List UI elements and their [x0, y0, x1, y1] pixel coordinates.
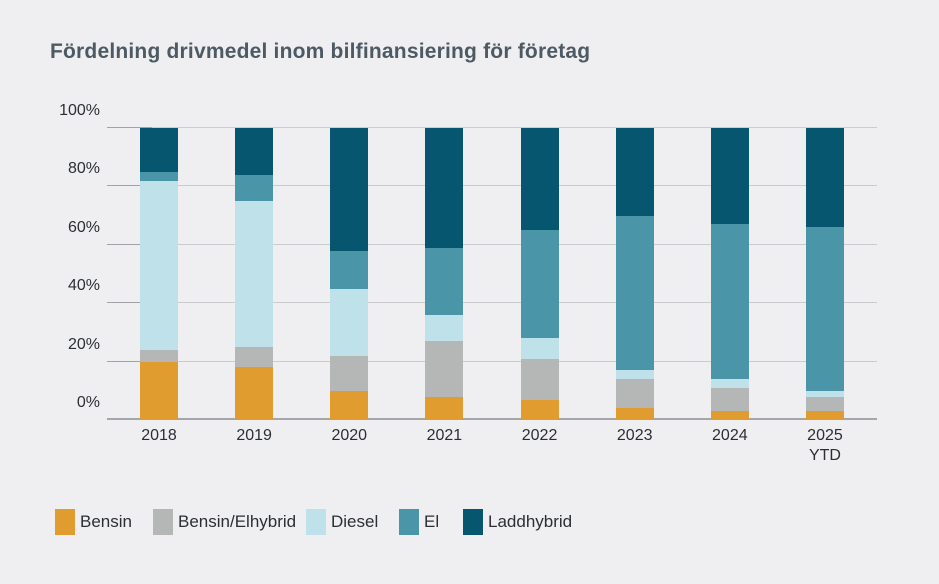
bar-segment-diesel	[520, 338, 559, 359]
bar-segment-diesel	[235, 201, 274, 347]
gridline	[107, 302, 877, 304]
gridline	[107, 185, 877, 187]
bar-segment-el	[615, 215, 654, 371]
bar-segment-diesel	[615, 370, 654, 380]
bar-segment-diesel	[140, 180, 178, 350]
x-tick-label: 2023	[616, 427, 653, 444]
y-tick-label: 80%	[67, 160, 100, 178]
bar-segment-bensin-elhybrid	[140, 349, 178, 362]
bar-segment-bensin	[235, 367, 274, 420]
bar-segment-el	[425, 247, 464, 315]
bar-segment-el	[235, 174, 274, 201]
gridline	[107, 360, 877, 362]
bar-segment-bensin	[615, 408, 654, 420]
bar-segment-bensin	[805, 411, 844, 420]
bar-segment-laddhybrid	[330, 128, 369, 251]
x-tick-label: 2018	[141, 427, 177, 444]
bar-segment-el	[330, 250, 369, 289]
bar-segment-bensin-elhybrid	[710, 387, 749, 412]
plot-area: 0% 20% 40% 60% 80% 100% 2018 2019 2020 2021 2022 20…	[59, 102, 877, 464]
bar-2019	[235, 128, 274, 420]
bar-2025-ytd	[805, 128, 844, 420]
bar-segment-bensin	[330, 390, 369, 420]
y-axis-tick	[107, 243, 152, 245]
bar-segment-diesel	[710, 379, 749, 388]
bar-segment-diesel	[330, 288, 369, 356]
legend-label: Bensin/Elhybrid	[178, 512, 297, 531]
y-tick-label: 40%	[67, 277, 100, 295]
x-tick-label: 2024	[712, 427, 748, 444]
x-tick-label: 2019	[236, 427, 272, 444]
y-tick-label: 60%	[67, 218, 100, 236]
bar-segment-bensin-elhybrid	[425, 341, 464, 397]
legend-swatch-el	[399, 509, 419, 535]
bar-segment-bensin	[710, 411, 749, 420]
legend-swatch-bensin	[55, 509, 75, 535]
x-axis-baseline	[107, 418, 877, 420]
x-tick-label: 2020	[331, 427, 368, 444]
x-tick-label: 2025 YTD	[807, 427, 843, 464]
bar-segment-el	[520, 230, 559, 339]
bar-2018	[140, 128, 178, 420]
x-tick-label: 2022	[521, 427, 558, 444]
x-tick-label: 2021	[426, 427, 463, 444]
bar-2021	[425, 128, 464, 420]
y-tick-label: 20%	[67, 335, 100, 353]
bar-segment-bensin	[140, 361, 178, 420]
bar-2023	[615, 128, 654, 420]
chart-legend: Bensin Bensin/Elhybrid Diesel El Laddhybrid	[0, 509, 939, 539]
bar-segment-bensin	[520, 399, 559, 420]
bar-segment-bensin-elhybrid	[235, 347, 274, 368]
legend-swatch-bensin-elhybrid	[153, 509, 173, 535]
y-axis-tick	[107, 360, 152, 362]
bar-segment-laddhybrid	[805, 128, 844, 228]
bar-segment-laddhybrid	[425, 128, 464, 248]
legend-swatch-diesel	[306, 509, 326, 535]
bar-segment-laddhybrid	[140, 128, 178, 172]
gridline	[107, 127, 877, 128]
bar-2020	[330, 128, 369, 420]
bar-segment-laddhybrid	[710, 128, 749, 225]
y-axis-tick	[107, 185, 152, 187]
chart-title: Fördelning drivmedel inom bilfinansierin…	[50, 40, 591, 63]
bar-segment-bensin	[425, 396, 464, 420]
gridline	[107, 243, 877, 245]
bar-segment-el	[805, 227, 844, 391]
bar-segment-laddhybrid	[520, 128, 559, 231]
bar-segment-bensin-elhybrid	[330, 355, 369, 391]
y-axis-tick	[107, 127, 152, 128]
bar-segment-diesel	[425, 314, 464, 342]
y-tick-label: 100%	[59, 102, 100, 119]
bar-segment-el	[140, 171, 178, 181]
bar-2024	[710, 128, 749, 420]
bar-segment-laddhybrid	[615, 128, 654, 216]
bar-segment-bensin-elhybrid	[520, 358, 559, 400]
bar-segment-bensin-elhybrid	[805, 396, 844, 412]
legend-swatch-laddhybrid	[463, 509, 483, 535]
legend-label: Bensin	[80, 512, 132, 531]
y-axis-tick	[107, 302, 152, 304]
bar-segment-laddhybrid	[235, 128, 274, 175]
bar-segment-diesel	[805, 390, 844, 397]
legend-label: El	[424, 512, 440, 531]
y-tick-label: 0%	[76, 394, 100, 411]
bar-2022	[520, 128, 559, 420]
bar-segment-bensin-elhybrid	[615, 379, 654, 409]
bar-segment-el	[710, 224, 749, 380]
legend-label: Diesel	[331, 512, 379, 531]
legend-label: Laddhybrid	[488, 512, 573, 531]
